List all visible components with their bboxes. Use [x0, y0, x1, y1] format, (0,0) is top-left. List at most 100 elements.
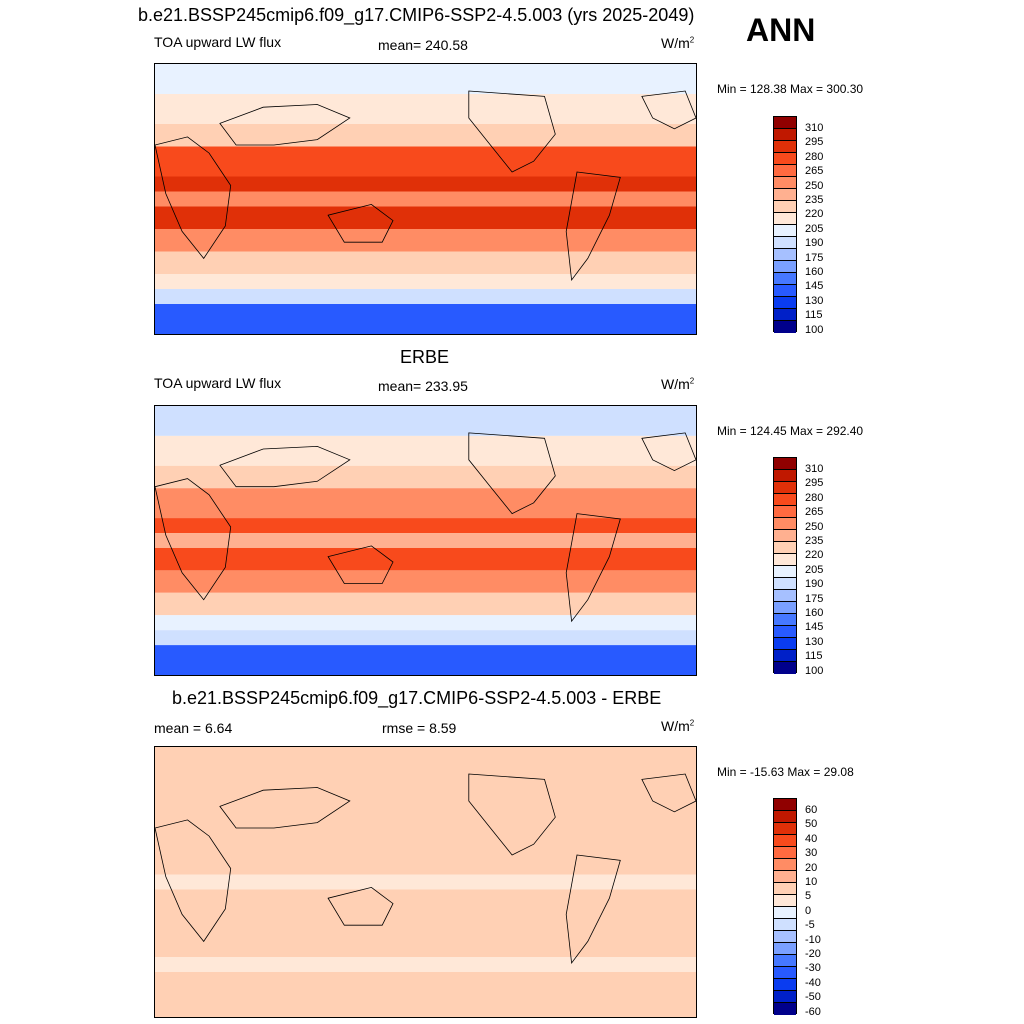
panel3-colorbar-swatch-15 — [774, 979, 796, 991]
panel2-coastline-3 — [468, 432, 556, 515]
panel1-mean-label: mean= 240.58 — [378, 37, 468, 53]
panel1-colorbar-label-4: 250 — [805, 179, 824, 192]
panel1-colorbar-swatch-9 — [774, 225, 796, 237]
panel1-band-11 — [155, 304, 696, 334]
panel1-colorbar-swatch-2 — [774, 141, 796, 153]
panel3-band-7 — [155, 912, 696, 935]
season-label: ANN — [746, 12, 816, 48]
panel3-colorbar-label-8: -5 — [805, 919, 815, 932]
panel1-colorbar-label-9: 175 — [805, 251, 824, 264]
panel1-colorbar-swatch-7 — [774, 201, 796, 213]
panel2-coastline-4 — [565, 513, 621, 623]
panel3-colorbar-swatch-10 — [774, 919, 796, 931]
panel2-band-1 — [155, 435, 696, 466]
panel3-colorbar-label-6: 5 — [805, 890, 812, 903]
panel3-colorbar-label-3: 30 — [805, 847, 818, 860]
panel3-colorbar-swatch-17 — [774, 1003, 796, 1015]
panel3-colorbar-swatch-1 — [774, 811, 796, 823]
panel2-units-exp: 2 — [689, 376, 695, 386]
panel1-band-4 — [155, 176, 696, 192]
panel1-colorbar-label-12: 130 — [805, 294, 824, 307]
panel3-colorbar-label-2: 40 — [805, 832, 818, 845]
panel2-band-7 — [155, 570, 696, 593]
panel3-colorbar-swatch-13 — [774, 955, 796, 967]
panel1-colorbar-swatch-15 — [774, 297, 796, 309]
panel1-colorbar-label-2: 280 — [805, 150, 824, 163]
panel2-colorbar-swatch-1 — [774, 470, 796, 482]
panel3-colorbar-swatch-0 — [774, 799, 796, 811]
panel1-colorbar-swatch-5 — [774, 177, 796, 189]
panel1-coastline-0 — [155, 136, 232, 260]
panel1-colorbar-label-14: 100 — [805, 323, 824, 336]
panel1-band-2 — [155, 124, 696, 147]
panel3-units-base: W/m — [661, 718, 690, 734]
panel1-units-exp: 2 — [689, 35, 695, 45]
panel2-colorbar-swatch-16 — [774, 650, 796, 662]
panel2-colorbar-label-8: 190 — [805, 578, 824, 591]
panel3-band-2 — [155, 807, 696, 830]
panel1-coastline-5 — [641, 90, 696, 130]
panel3-colorbar-label-9: -10 — [805, 933, 821, 946]
panel1-colorbar-label-13: 115 — [805, 309, 823, 322]
panel2-band-0 — [155, 406, 696, 436]
panel2-colorbar-swatch-10 — [774, 578, 796, 590]
panel2-band-11 — [155, 645, 696, 675]
panel3-units-exp: 2 — [689, 718, 695, 728]
panel2-colorbar-swatch-17 — [774, 662, 796, 674]
panel3-colorbar-swatch-3 — [774, 835, 796, 847]
panel2-colorbar-label-1: 295 — [805, 477, 824, 490]
panel2-coastline-5 — [641, 432, 696, 472]
panel2-colorbar-swatch-6 — [774, 530, 796, 542]
panel2-colorbar-label-12: 130 — [805, 635, 824, 648]
panel3-colorbar-swatch-16 — [774, 991, 796, 1003]
panel3-map — [154, 746, 697, 1018]
panel2-colorbar-label-9: 175 — [805, 592, 824, 605]
panel3-band-8 — [155, 934, 696, 957]
panel1-band-1 — [155, 94, 696, 124]
panel2-colorbar-box — [773, 457, 797, 674]
panel1-colorbar-swatch-3 — [774, 153, 796, 165]
panel1-colorbar-swatch-13 — [774, 273, 796, 285]
panel3-band-11 — [155, 987, 696, 1017]
panel3-map-svg — [155, 747, 696, 1017]
panel1-variable-label: TOA upward LW flux — [154, 34, 282, 50]
panel1-map-svg — [155, 64, 696, 334]
panel3-colorbar-label-10: -20 — [805, 948, 821, 960]
panel2-band-4 — [155, 518, 696, 534]
panel2-colorbar-label-5: 235 — [805, 535, 824, 547]
panel1-colorbar-label-10: 160 — [805, 266, 824, 278]
panel3-band-6 — [155, 889, 696, 912]
panel2-colorbar-label-3: 265 — [805, 506, 824, 519]
panel3-colorbar-label-7: 0 — [805, 904, 812, 917]
panel2-colorbar-swatch-12 — [774, 602, 796, 614]
panel1-band-9 — [155, 274, 696, 289]
panel3-rmse-label: rmse = 8.59 — [382, 720, 457, 736]
panel3-colorbar-swatch-6 — [774, 871, 796, 883]
panel1-coastline-4 — [565, 171, 621, 282]
panel1-colorbar-label-8: 190 — [805, 237, 824, 250]
panel2-colorbar-label-2: 280 — [805, 491, 824, 504]
panel2-colorbar-label-0: 310 — [805, 463, 824, 475]
panel2-colorbar-swatch-13 — [774, 614, 796, 626]
panel3-coastline-5 — [641, 773, 696, 813]
panel1-band-6 — [155, 206, 696, 229]
panel3-band-0 — [155, 747, 696, 777]
panel1-colorbar-swatch-11 — [774, 249, 796, 261]
panel2-colorbar-swatch-5 — [774, 518, 796, 530]
panel2-colorbar-label-14: 100 — [805, 664, 824, 677]
panel3-colorbar-box — [773, 798, 797, 1015]
panel2-coastline-2 — [327, 545, 394, 584]
panel2-colorbar-label-13: 115 — [805, 650, 823, 663]
panel2-colorbar-label-7: 205 — [805, 563, 824, 576]
panel2-colorbar-label-11: 145 — [805, 621, 824, 634]
panel1-colorbar-swatch-10 — [774, 237, 796, 249]
panel1-band-10 — [155, 289, 696, 304]
panel1-units-base: W/m — [661, 35, 690, 51]
panel2-colorbar-label-10: 160 — [805, 607, 824, 619]
panel3-colorbar-swatch-5 — [774, 859, 796, 871]
panel2-colorbar-swatch-15 — [774, 638, 796, 650]
panel1-colorbar-label-0: 310 — [805, 122, 824, 134]
panel1-colorbar-swatch-8 — [774, 213, 796, 225]
panel1-colorbar-box — [773, 116, 797, 333]
panel1-band-5 — [155, 191, 696, 207]
